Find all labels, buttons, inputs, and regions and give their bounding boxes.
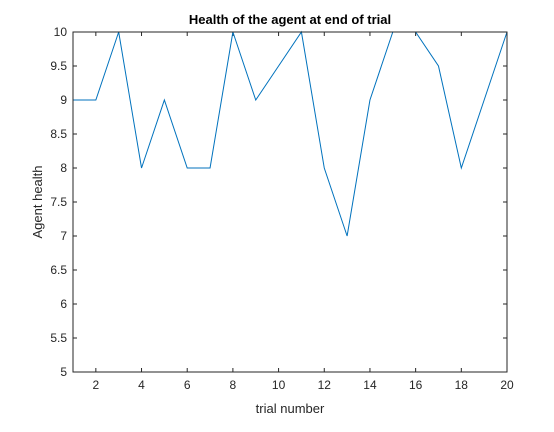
x-tick-label: 16 (409, 378, 423, 392)
x-tick-label: 6 (184, 378, 191, 392)
y-tick-label: 8.5 (50, 127, 67, 141)
x-tick-label: 12 (318, 378, 332, 392)
y-tick-label: 10 (54, 25, 68, 39)
chart-title: Health of the agent at end of trial (189, 12, 391, 27)
y-tick-label: 5 (60, 365, 67, 379)
axes-box (72, 31, 508, 373)
y-tick-label: 7.5 (50, 195, 67, 209)
x-axis-label: trial number (256, 401, 325, 416)
y-tick-label: 7 (60, 229, 67, 243)
x-tick-label: 2 (92, 378, 99, 392)
y-tick-label: 9.5 (50, 59, 67, 73)
x-tick-label: 10 (272, 378, 286, 392)
x-tick-label: 4 (138, 378, 145, 392)
y-tick-label: 9 (60, 93, 67, 107)
y-tick-label: 6.5 (50, 263, 67, 277)
y-tick-label: 6 (60, 297, 67, 311)
y-tick-label: 5.5 (50, 331, 67, 345)
x-tick-label: 18 (455, 378, 469, 392)
y-axis-label: Agent health (30, 165, 45, 238)
plot-background (73, 32, 507, 372)
series-line (73, 30, 508, 237)
x-tick-label: 8 (230, 378, 237, 392)
x-tick-label: 20 (500, 378, 514, 392)
y-tick-label: 8 (60, 161, 67, 175)
x-tick-label: 14 (363, 378, 377, 392)
tick-labels-layer: 2 4 6 8 10 12 14 16 18 20 5 5.5 6 6.5 7 7.5 8 8.5 9 9.5 10 (50, 25, 514, 392)
